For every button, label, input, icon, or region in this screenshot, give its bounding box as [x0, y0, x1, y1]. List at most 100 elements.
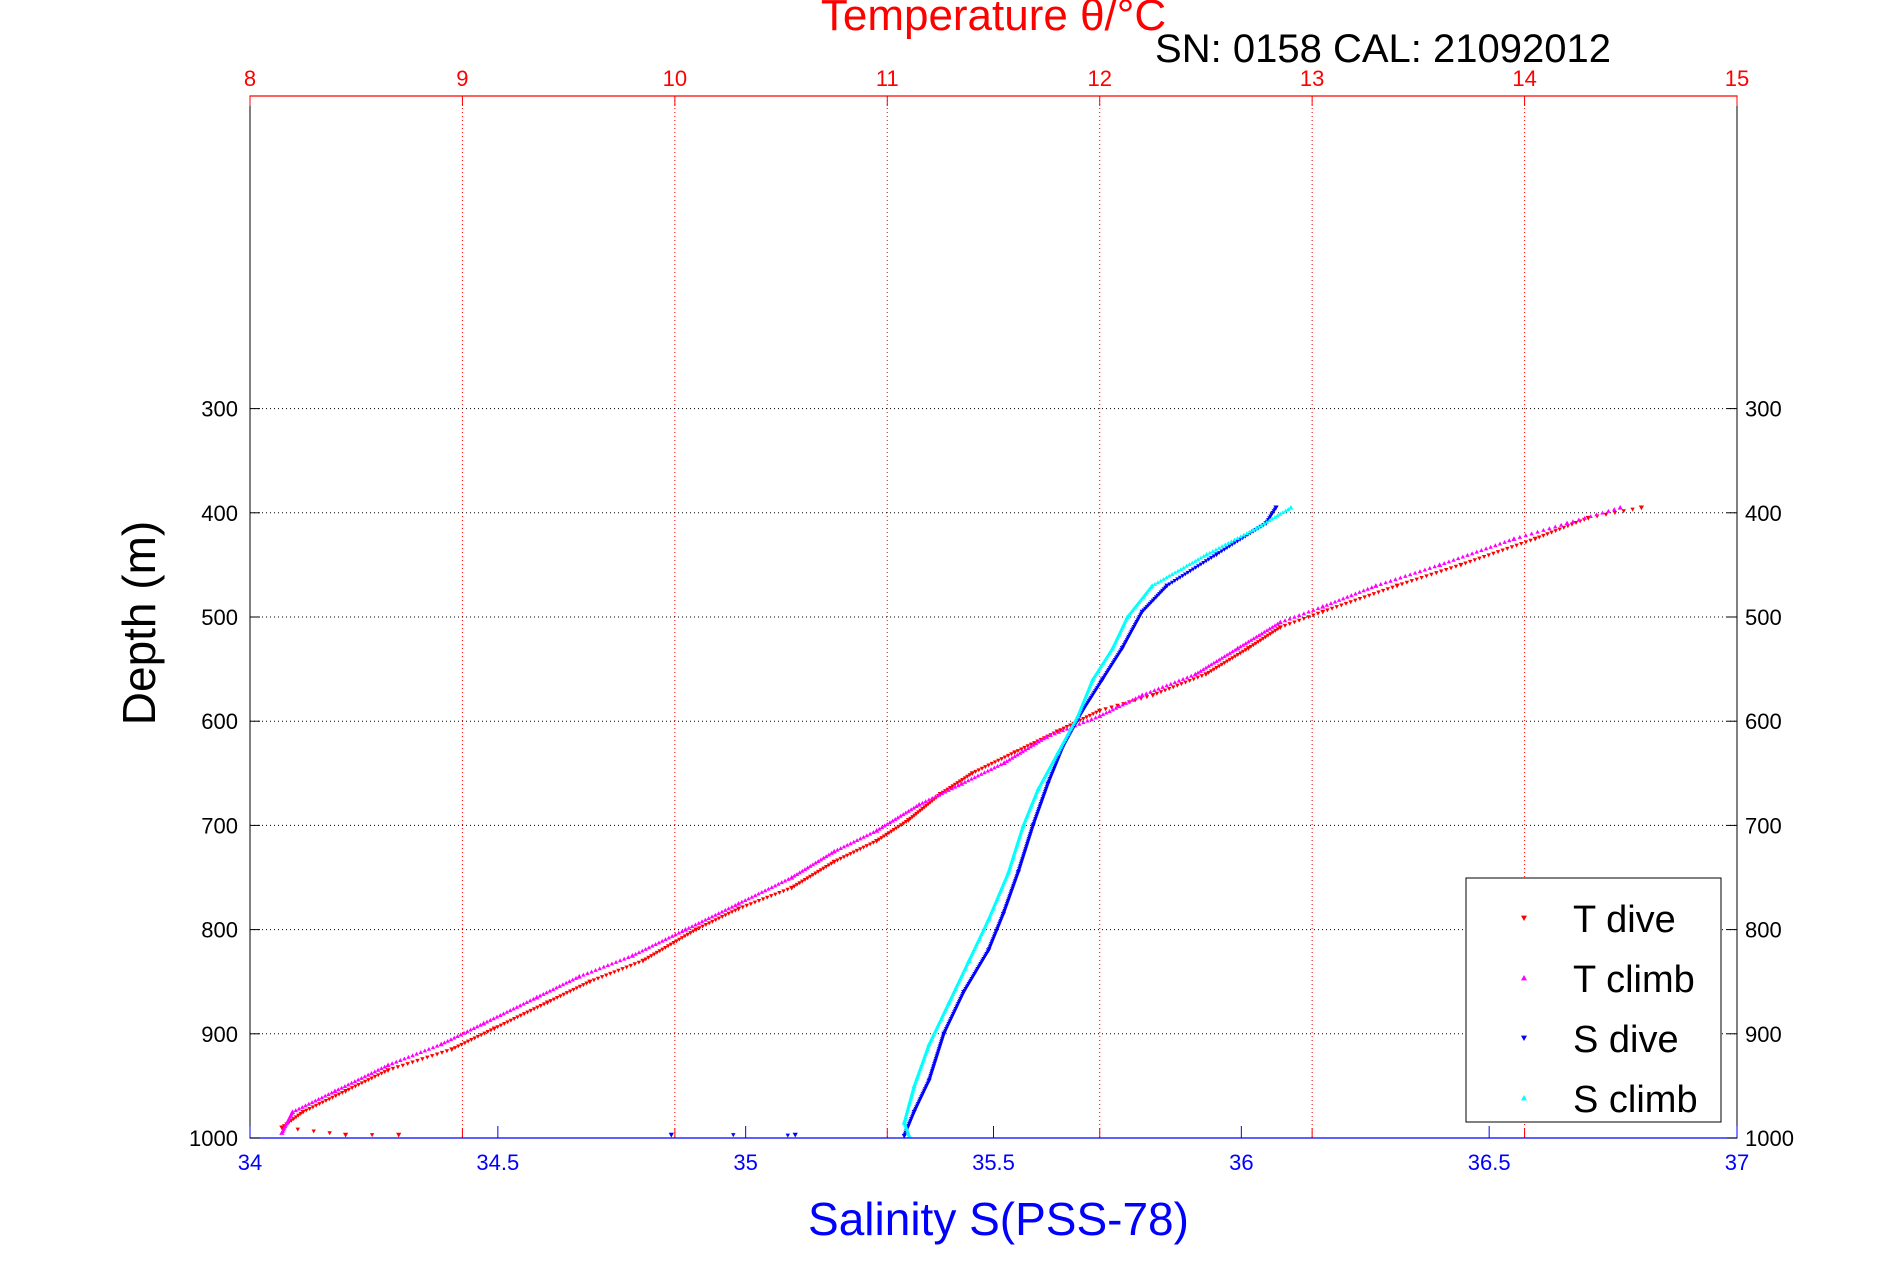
- data-point: [1232, 647, 1238, 652]
- data-point: [1172, 579, 1178, 584]
- data-point: [1367, 593, 1372, 598]
- data-point: [665, 944, 671, 949]
- data-point: [349, 1086, 355, 1091]
- data-point: [372, 1074, 378, 1079]
- data-point: [1055, 749, 1061, 755]
- depth-tick-label-left: 500: [201, 605, 238, 630]
- data-point: [1479, 548, 1484, 553]
- data-point: [1417, 569, 1423, 574]
- data-point: [895, 815, 901, 820]
- data-point: [709, 914, 715, 919]
- data-point: [469, 1038, 474, 1043]
- data-point: [674, 939, 679, 944]
- data-point: [1340, 596, 1346, 601]
- data-point: [1280, 510, 1286, 515]
- data-point: [1000, 911, 1007, 917]
- x-axis-label: Salinity S(PSS-78): [808, 1193, 1189, 1245]
- data-point: [1213, 547, 1219, 552]
- data-point: [1148, 689, 1153, 694]
- data-point: [911, 805, 917, 810]
- data-point: [882, 823, 887, 828]
- data-point: [1198, 668, 1203, 673]
- series-s-dive: [668, 505, 1279, 1139]
- data-point: [670, 933, 675, 938]
- data-point: [1093, 715, 1098, 720]
- data-point: [908, 807, 914, 812]
- data-point: [1219, 549, 1224, 554]
- data-point: [911, 1083, 917, 1088]
- data-point: [1495, 550, 1501, 555]
- data-point: [1243, 641, 1248, 646]
- data-point: [521, 1001, 526, 1006]
- data-point: [346, 1082, 351, 1087]
- data-point: [679, 936, 685, 941]
- data-point: [1315, 606, 1321, 611]
- data-point: [508, 1018, 514, 1023]
- data-point: [385, 1068, 391, 1073]
- data-point: [808, 863, 813, 868]
- data-point: [1446, 559, 1452, 564]
- data-point: [438, 1041, 444, 1047]
- data-point: [1277, 625, 1283, 631]
- data-point: [657, 949, 662, 954]
- data-point: [293, 1115, 299, 1120]
- data-point: [1195, 557, 1201, 562]
- data-point: [789, 874, 795, 880]
- data-point: [1486, 553, 1491, 558]
- data-point: [824, 864, 829, 869]
- data-point: [861, 845, 866, 850]
- data-point: [1403, 573, 1408, 578]
- data-point: [1511, 536, 1517, 541]
- data-point: [1195, 675, 1200, 680]
- data-point: [916, 801, 922, 807]
- data-point: [1214, 659, 1219, 664]
- data-point: [1301, 616, 1307, 621]
- data-point: [1240, 642, 1246, 647]
- data-point: [1193, 565, 1198, 570]
- data-point: [1393, 577, 1398, 582]
- salinity-tick-label: 37: [1725, 1150, 1749, 1175]
- data-point: [966, 958, 972, 963]
- data-point: [359, 1081, 365, 1086]
- data-point: [304, 1108, 309, 1113]
- data-point: [604, 973, 609, 978]
- temperature-tick-label: 9: [456, 66, 468, 91]
- data-point: [1097, 708, 1103, 714]
- data-point: [459, 1042, 464, 1047]
- data-point: [1206, 663, 1211, 668]
- data-point: [372, 1069, 378, 1074]
- data-point: [792, 873, 797, 878]
- data-point: [746, 896, 751, 901]
- data-point: [864, 833, 870, 838]
- data-point: [1094, 710, 1099, 715]
- data-point: [379, 1071, 384, 1076]
- data-point: [1497, 541, 1503, 546]
- data-point: [720, 915, 725, 919]
- data-point: [1090, 676, 1096, 682]
- data-point: [949, 786, 955, 791]
- data-point: [498, 1023, 504, 1028]
- data-point: [584, 981, 589, 986]
- salinity-tick-label: 34: [238, 1150, 262, 1175]
- data-point: [894, 826, 899, 831]
- data-point: [461, 1030, 467, 1035]
- data-point: [906, 1133, 912, 1138]
- data-point: [1036, 739, 1041, 744]
- data-point: [394, 1059, 399, 1064]
- data-point: [1537, 535, 1542, 540]
- data-point: [365, 1072, 371, 1077]
- data-point: [995, 763, 1000, 768]
- data-point: [1345, 594, 1350, 599]
- data-point: [947, 785, 953, 790]
- data-point: [848, 852, 853, 857]
- data-point: [581, 972, 586, 977]
- data-point: [651, 952, 657, 957]
- data-point: [369, 1071, 374, 1075]
- data-point: [515, 1015, 520, 1020]
- data-point: [1099, 677, 1106, 683]
- data-point: [289, 1109, 296, 1115]
- depth-tick-label-right: 500: [1745, 605, 1782, 630]
- data-point: [762, 888, 768, 893]
- data-point: [896, 824, 901, 829]
- data-point: [858, 847, 863, 852]
